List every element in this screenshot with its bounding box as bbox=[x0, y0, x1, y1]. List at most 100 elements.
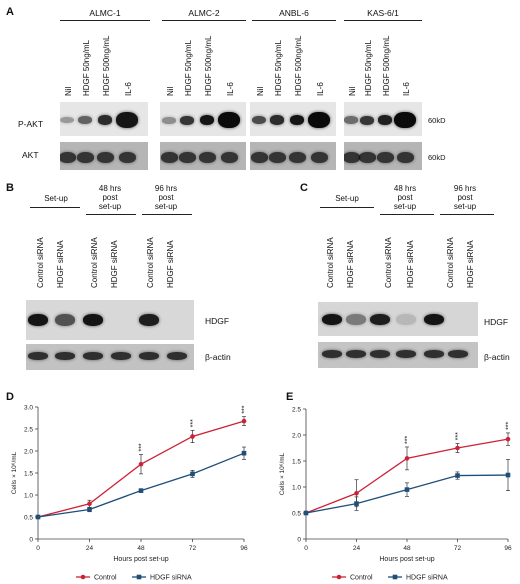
blot-p-akt bbox=[344, 102, 422, 136]
lane-label: HDGF 500ng/mL bbox=[102, 35, 111, 96]
header-96h-c: 96 hrs post set-up bbox=[453, 184, 477, 211]
lane-label: HDGF 50ng/mL bbox=[274, 39, 283, 96]
y-tick-label: 1.0 bbox=[24, 493, 33, 500]
blot-p-akt bbox=[160, 102, 246, 136]
band-actin bbox=[424, 350, 444, 358]
data-point bbox=[354, 490, 359, 496]
band-akt bbox=[118, 151, 136, 163]
lane-label: Control siRNA bbox=[146, 237, 155, 288]
band-hdgf bbox=[55, 314, 75, 326]
group-underline bbox=[252, 20, 336, 21]
band-p-akt bbox=[252, 115, 266, 125]
band-hdgf bbox=[83, 314, 103, 326]
x-tick-label: 24 bbox=[86, 545, 94, 552]
band-actin bbox=[396, 350, 416, 358]
header-96h-b: 96 hrs post set-up bbox=[154, 184, 178, 211]
data-point bbox=[404, 487, 410, 492]
band-akt bbox=[376, 151, 394, 163]
x-tick-label: 0 bbox=[36, 545, 40, 552]
lane-label: HDGF siRNA bbox=[466, 240, 475, 288]
band-hdgf bbox=[346, 313, 366, 325]
blot-hdgf-c bbox=[318, 302, 478, 336]
band-p-akt bbox=[98, 115, 112, 125]
band-p-akt bbox=[78, 116, 92, 124]
x-axis-label: Hours post set-up bbox=[379, 556, 434, 563]
band-p-akt bbox=[344, 116, 358, 124]
panel-c-label: C bbox=[300, 182, 308, 194]
y-tick-label: 2.0 bbox=[292, 433, 301, 440]
blot-hdgf-b bbox=[26, 300, 194, 340]
lane-label: Control siRNA bbox=[90, 237, 99, 288]
band-akt bbox=[160, 151, 178, 163]
y-tick-label: 1.5 bbox=[24, 471, 33, 478]
lane-label: IL-6 bbox=[124, 82, 133, 96]
band-actin bbox=[111, 352, 131, 360]
lane-label: Control siRNA bbox=[446, 237, 455, 288]
band-p-akt bbox=[394, 112, 416, 128]
lane-label: Nil bbox=[348, 86, 357, 96]
band-p-akt bbox=[270, 115, 284, 125]
band-p-akt bbox=[290, 115, 304, 125]
group-label-almc2: ALMC-2 bbox=[188, 8, 220, 18]
mw-label-p-akt: 60kD bbox=[428, 116, 446, 125]
row-label-actin-c: β-actin bbox=[484, 352, 510, 362]
lane-label: Control siRNA bbox=[384, 237, 393, 288]
data-point bbox=[303, 510, 309, 516]
lane-label: HDGF siRNA bbox=[110, 240, 119, 288]
data-point bbox=[404, 456, 410, 461]
lane-label: HDGF siRNA bbox=[56, 240, 65, 288]
significance-mark: *** bbox=[506, 421, 513, 429]
band-akt bbox=[288, 151, 306, 163]
header-48h-c: 48 hrs post set-up bbox=[393, 184, 417, 211]
band-actin bbox=[448, 350, 468, 358]
group-underline bbox=[344, 20, 422, 21]
y-tick-label: 2.0 bbox=[24, 449, 33, 456]
band-actin bbox=[55, 352, 75, 360]
band-p-akt bbox=[378, 115, 392, 125]
band-p-akt bbox=[218, 112, 240, 128]
panel-d-label: D bbox=[6, 391, 14, 403]
mw-label-akt: 60kD bbox=[428, 153, 446, 162]
band-akt bbox=[250, 151, 268, 163]
legend-marker bbox=[392, 574, 398, 580]
band-hdgf bbox=[139, 314, 159, 326]
panel-b-label: B bbox=[6, 182, 14, 194]
y-tick-label: 0.5 bbox=[292, 511, 301, 518]
line-chart-d: 0 0.5 1.0 1.5 2.0 2.5 3.0 0 24 48 72 96 Hours post s… bbox=[11, 405, 249, 581]
significance-mark: *** bbox=[242, 405, 249, 413]
band-akt bbox=[268, 151, 286, 163]
legend-label: HDGF siRNA bbox=[406, 575, 448, 581]
significance-mark: *** bbox=[190, 419, 197, 427]
x-axis-label: Hours post set-up bbox=[113, 556, 168, 563]
data-point bbox=[241, 418, 247, 424]
band-akt bbox=[60, 151, 76, 163]
band-hdgf bbox=[322, 313, 342, 325]
y-tick-label: 0.5 bbox=[24, 515, 33, 522]
legend-label: Control bbox=[350, 575, 373, 581]
x-tick-label: 48 bbox=[137, 545, 145, 552]
y-axis-label: Cells × 10⁶/mL bbox=[11, 451, 18, 494]
blot-akt bbox=[250, 142, 336, 170]
blot-actin-c bbox=[318, 342, 478, 368]
legend-label: Control bbox=[94, 575, 117, 581]
data-point bbox=[35, 514, 41, 520]
blot-p-akt bbox=[60, 102, 148, 136]
data-point bbox=[190, 434, 195, 439]
x-tick-label: 96 bbox=[240, 545, 248, 552]
x-tick-label: 72 bbox=[454, 545, 462, 552]
band-akt bbox=[198, 151, 216, 163]
band-p-akt bbox=[60, 116, 74, 124]
legend-marker bbox=[336, 574, 342, 580]
data-point bbox=[190, 471, 195, 477]
lane-label: IL-6 bbox=[226, 82, 235, 96]
band-actin bbox=[346, 350, 366, 358]
y-tick-label: 0 bbox=[29, 537, 33, 544]
row-label-akt: AKT bbox=[22, 150, 39, 160]
header-48h-b: 48 hrs post set-up bbox=[98, 184, 122, 211]
row-label-p-akt: P-AKT bbox=[18, 119, 44, 129]
group-label-kas61: KAS-6/1 bbox=[367, 8, 399, 18]
panel-a-label: A bbox=[6, 6, 14, 18]
band-akt bbox=[396, 151, 414, 163]
x-tick-label: 96 bbox=[504, 545, 512, 552]
lane-label: HDGF siRNA bbox=[166, 240, 175, 288]
